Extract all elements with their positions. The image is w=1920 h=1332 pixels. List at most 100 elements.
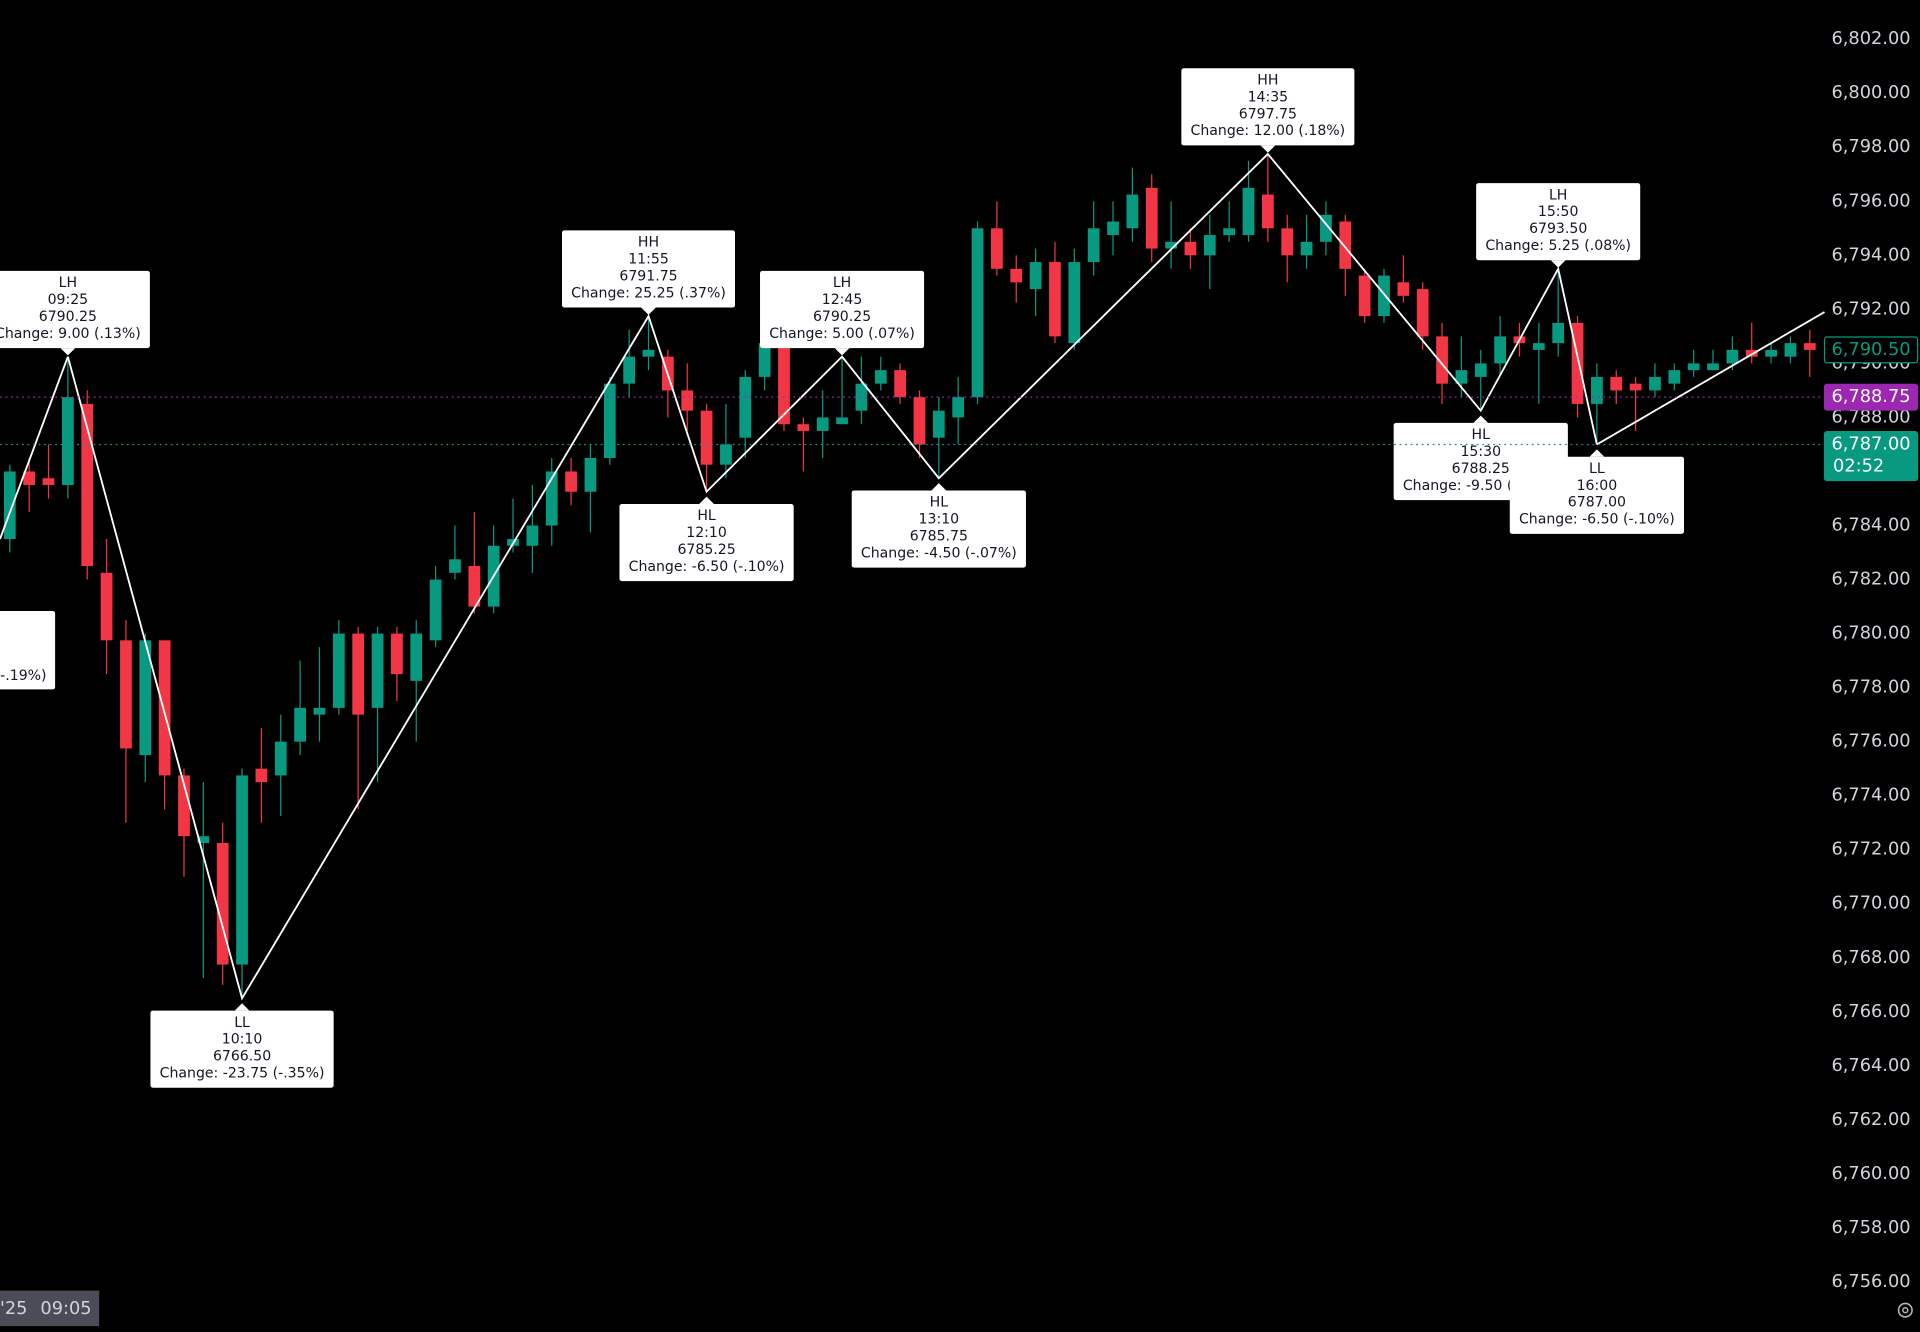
candle-body: [1397, 282, 1410, 296]
candle-body: [797, 424, 810, 431]
candle-body: [1629, 383, 1642, 391]
pivot-label-time: 16:00: [1577, 478, 1618, 494]
pivot-label-time: 11:55: [628, 252, 669, 268]
pivot-label-type: LH: [1549, 187, 1567, 203]
pivot-label-time: 10:10: [222, 1032, 263, 1048]
pivot-label-time: 12:45: [822, 292, 863, 308]
pivot-label-time: 15:50: [1538, 204, 1579, 220]
y-tick-label: 6,792.00: [1831, 299, 1910, 319]
candle-body: [1049, 262, 1061, 337]
candle-body: [1726, 349, 1739, 364]
pivot-label-box: [1181, 68, 1355, 146]
candle-body: [1029, 262, 1042, 290]
pivot-label-change: (-.19%): [0, 668, 47, 684]
zigzag-end: [1596, 311, 1825, 446]
pivot-label-pointer: [931, 483, 947, 491]
price-tag-label: 6,787.00: [1831, 434, 1910, 454]
candle-body: [1707, 363, 1719, 371]
pivot-label-box: [851, 490, 1026, 568]
y-tick-label: 6,798.00: [1831, 137, 1910, 157]
y-tick-label: 6,774.00: [1831, 786, 1910, 806]
candle-body: [526, 525, 539, 546]
y-tick-label: 6,802.00: [1831, 29, 1910, 49]
time-label-box: [0, 1290, 100, 1327]
pivot-label-price: 6787.00: [1568, 495, 1626, 511]
pivot-label-type: LH: [833, 275, 851, 291]
pivot-label-change: Change: 5.25 (.08%): [1485, 238, 1631, 254]
pivot-label-time: 12:10: [686, 525, 727, 541]
pivot-label-type: HL: [930, 495, 949, 511]
pivot-label-type: LL: [1589, 461, 1605, 477]
candle-body: [565, 471, 577, 492]
pivot-label-pointer: [60, 348, 76, 356]
pivot-label-change: Change: -6.50 (-.10%): [1519, 512, 1675, 528]
candle-body: [1474, 363, 1487, 377]
settings-icon[interactable]: [1897, 1302, 1913, 1318]
y-tick-label: 6,764.00: [1831, 1056, 1910, 1076]
candle-body: [81, 403, 94, 567]
pivot-label-pointer: [1260, 145, 1276, 153]
candle-body: [1532, 343, 1545, 350]
pivot-label-pointer: [234, 1003, 250, 1011]
candle-body: [468, 566, 481, 607]
settings-icon-ring: [1897, 1302, 1913, 1318]
pivot-label-change: Change: -4.50 (-.07%): [861, 545, 1017, 561]
time-label-date: '25: [0, 1299, 27, 1319]
candle-body: [932, 410, 945, 438]
candle-body: [1107, 221, 1119, 236]
candle-body: [158, 640, 171, 776]
settings-icon-core: [1902, 1307, 1909, 1314]
pivot-label-box: [1476, 183, 1641, 261]
pivot-label-change: Change: 25.25 (.37%): [571, 285, 726, 301]
pivot-label-change: Change: -23.75 (-.35%): [160, 1066, 325, 1082]
candle-body: [1571, 322, 1584, 404]
pivot-label-box: [561, 230, 736, 308]
pivot-label-price: 6788.25: [1452, 461, 1510, 477]
candle-body: [1087, 228, 1100, 263]
pivot-label-price: 6793.50: [1529, 221, 1587, 237]
candle-body: [1358, 275, 1371, 317]
pivot-label-pointer: [641, 307, 656, 315]
y-tick-label: 6,784.00: [1831, 516, 1910, 536]
candle-body: [1281, 228, 1294, 256]
candle-body: [391, 633, 403, 675]
time-label-time: 09:05: [40, 1299, 91, 1319]
candle-body: [255, 768, 268, 783]
pivot-label-price: 6785.75: [910, 529, 968, 545]
candle-body: [236, 775, 248, 965]
candle-body: [1165, 241, 1177, 249]
candle-body: [681, 390, 694, 411]
candle-body: [1455, 370, 1468, 384]
candle-body: [100, 572, 113, 641]
candle-body: [778, 343, 790, 425]
candle-body: [700, 410, 713, 465]
pivot-label-pointer: [834, 348, 850, 356]
candle-body: [991, 228, 1003, 269]
candle-body: [1339, 221, 1352, 269]
candle-body: [1300, 241, 1313, 256]
candle-body: [216, 842, 229, 965]
candle-body: [623, 356, 636, 384]
candle-body: [836, 417, 848, 425]
pivot-label-time: 14:35: [1248, 89, 1289, 105]
pivot-label-pointer: [1589, 449, 1605, 457]
pivot-label-price: 6790.25: [813, 309, 871, 325]
candle-body: [1436, 336, 1448, 384]
candle-body: [1261, 194, 1274, 229]
candle-body: [332, 633, 345, 708]
pivot-label-type: HH: [1257, 73, 1278, 89]
pivot-label-change: Change: 5.00 (.07%): [769, 326, 915, 342]
candle-body: [603, 383, 616, 458]
pivot-label-time: 13:10: [919, 512, 960, 528]
y-tick-label: 6,780.00: [1831, 624, 1910, 644]
